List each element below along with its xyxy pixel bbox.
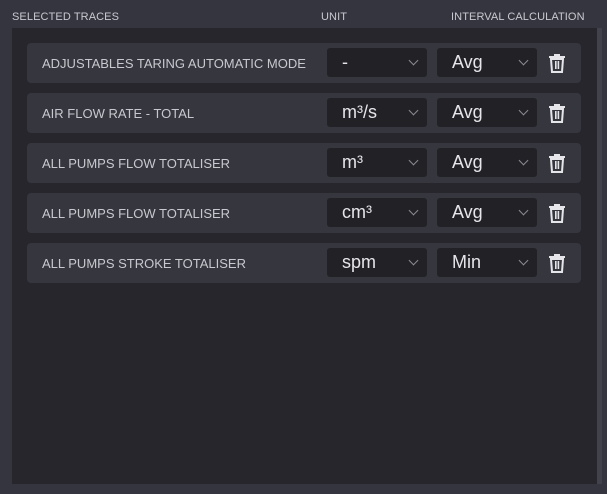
trace-name: ALL PUMPS STROKE TOTALISER bbox=[42, 256, 246, 271]
interval-select[interactable]: Avg bbox=[437, 98, 537, 127]
trace-row: ALL PUMPS STROKE TOTALISER spm Min bbox=[27, 243, 581, 283]
chevron-down-icon bbox=[518, 105, 529, 116]
header-interval-calculation: INTERVAL CALCULATION bbox=[451, 11, 585, 23]
trash-icon[interactable] bbox=[547, 53, 567, 73]
trash-icon[interactable] bbox=[547, 153, 567, 173]
unit-value: - bbox=[342, 52, 348, 72]
interval-value: Min bbox=[452, 252, 482, 272]
interval-value: Avg bbox=[452, 152, 483, 172]
chevron-down-icon bbox=[518, 155, 529, 166]
trace-row: ADJUSTABLES TARING AUTOMATIC MODE - Avg bbox=[27, 43, 581, 83]
interval-value: Avg bbox=[452, 102, 483, 122]
unit-value: cm³ bbox=[342, 202, 372, 222]
interval-value: Avg bbox=[452, 52, 483, 72]
trace-name: AIR FLOW RATE - TOTAL bbox=[42, 106, 195, 121]
unit-value: m³ bbox=[342, 152, 363, 172]
trace-name: ALL PUMPS FLOW TOTALISER bbox=[42, 156, 231, 171]
chevron-down-icon bbox=[518, 255, 529, 266]
chevron-down-icon bbox=[408, 255, 419, 266]
trace-name: ADJUSTABLES TARING AUTOMATIC MODE bbox=[42, 56, 306, 71]
interval-select[interactable]: Avg bbox=[437, 48, 537, 77]
unit-value: m³/s bbox=[342, 102, 377, 122]
trash-icon[interactable] bbox=[547, 253, 567, 273]
interval-select[interactable]: Avg bbox=[437, 198, 537, 227]
trash-icon[interactable] bbox=[547, 203, 567, 223]
unit-select[interactable]: - bbox=[327, 48, 427, 77]
trash-icon[interactable] bbox=[547, 103, 567, 123]
scrollbar[interactable] bbox=[597, 28, 602, 484]
unit-select[interactable]: m³ bbox=[327, 148, 427, 177]
chevron-down-icon bbox=[408, 55, 419, 66]
interval-select[interactable]: Avg bbox=[437, 148, 537, 177]
interval-select[interactable]: Min bbox=[437, 248, 537, 277]
chevron-down-icon bbox=[518, 205, 529, 216]
chevron-down-icon bbox=[408, 205, 419, 216]
trace-name: ALL PUMPS FLOW TOTALISER bbox=[42, 206, 231, 221]
chevron-down-icon bbox=[408, 105, 419, 116]
traces-panel: ADJUSTABLES TARING AUTOMATIC MODE - Avg … bbox=[12, 28, 597, 484]
interval-value: Avg bbox=[452, 202, 483, 222]
unit-select[interactable]: cm³ bbox=[327, 198, 427, 227]
chevron-down-icon bbox=[408, 155, 419, 166]
chevron-down-icon bbox=[518, 55, 529, 66]
header-unit: UNIT bbox=[321, 11, 348, 23]
trace-row: AIR FLOW RATE - TOTAL m³/s Avg bbox=[27, 93, 581, 133]
unit-select[interactable]: m³/s bbox=[327, 98, 427, 127]
unit-select[interactable]: spm bbox=[327, 248, 427, 277]
trace-row: ALL PUMPS FLOW TOTALISER cm³ Avg bbox=[27, 193, 581, 233]
unit-value: spm bbox=[342, 252, 377, 272]
trace-row: ALL PUMPS FLOW TOTALISER m³ Avg bbox=[27, 143, 581, 183]
header-selected-traces: SELECTED TRACES bbox=[12, 11, 120, 23]
